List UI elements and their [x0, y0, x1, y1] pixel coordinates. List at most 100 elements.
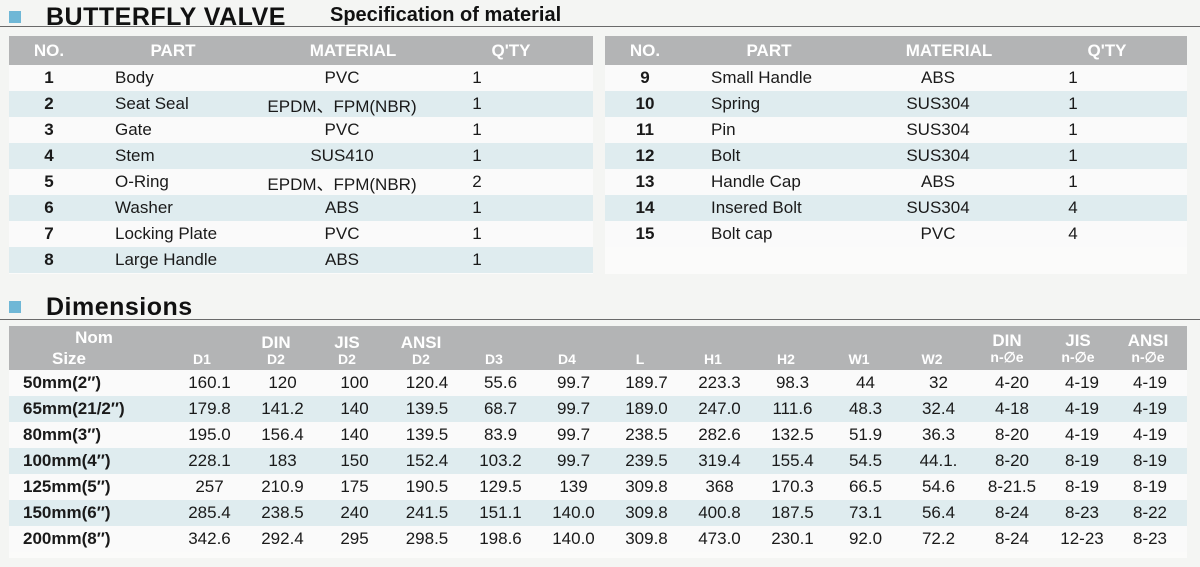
- cell-din-d2: 141.2: [261, 399, 304, 418]
- cell-jis-d2: 240: [340, 503, 369, 522]
- row-material: PVC: [324, 120, 360, 139]
- spec-table-body: 1 Body PVC 1 2 Seat Seal EPDM、FPM(NBR) 1 3 Gate PV…: [9, 65, 593, 273]
- cell-d4: 99.7: [556, 451, 591, 470]
- table-row: 50mm(2″) 160.1 120 100 120.4 55.6 99.7 189.7 223…: [9, 370, 1187, 396]
- row-qty: 1: [472, 198, 482, 217]
- jis-label: JIS: [334, 333, 360, 352]
- cell-h2: 98.3: [775, 373, 810, 392]
- cell-d4: 99.7: [556, 425, 591, 444]
- cell-l: 189.7: [625, 373, 668, 392]
- cell-ansi-ne: 4-19: [1132, 425, 1168, 444]
- cell-jis-d2: 150: [340, 451, 369, 470]
- row-material: SUS304: [906, 198, 970, 217]
- cell-din-d2: 156.4: [261, 425, 304, 444]
- col-header-w2: W2: [921, 351, 943, 367]
- col-header-part: PART: [150, 40, 196, 60]
- dimensions-table-body: 50mm(2″) 160.1 120 100 120.4 55.6 99.7 189.7 223…: [9, 370, 1187, 552]
- row-qty: 1: [472, 250, 482, 269]
- row-qty: 1: [1068, 94, 1078, 113]
- cell-d1: 195.0: [188, 425, 231, 444]
- cell-ansi-d2: 298.5: [405, 529, 449, 548]
- cell-ansi-d2: 152.4: [405, 451, 449, 470]
- spec-table-header: NO. PART MATERIAL Q'TY: [605, 36, 1187, 65]
- cell-ansi-d2: 241.5: [405, 503, 449, 522]
- cell-h2: 170.3: [771, 477, 814, 496]
- cell-jis-d2: 295: [340, 529, 369, 548]
- cell-size: 100mm(4″): [23, 451, 111, 470]
- row-part: Locking Plate: [115, 224, 218, 243]
- cell-din-ne: 8-20: [994, 451, 1030, 470]
- cell-h2: 111.6: [772, 399, 813, 418]
- cell-w2: 32.4: [921, 399, 956, 418]
- table-row: 100mm(4″) 228.1 183 150 152.4 103.2 99.7 239.5 3…: [9, 448, 1187, 474]
- row-qty: 2: [472, 172, 482, 191]
- row-no: 14: [635, 198, 655, 217]
- col-header-qty: Q'TY: [1087, 40, 1127, 60]
- din-label: DIN: [992, 331, 1022, 350]
- cell-ansi-d2: 190.5: [405, 477, 449, 496]
- cell-size: 200mm(8″): [23, 529, 111, 548]
- cell-w2: 44.1.: [919, 451, 958, 470]
- row-qty: 1: [472, 146, 482, 165]
- cell-jis-ne: 4-19: [1064, 399, 1100, 418]
- section-marker-icon: [9, 301, 21, 313]
- cell-w1: 54.5: [848, 451, 883, 470]
- cell-d1: 342.6: [188, 529, 231, 548]
- row-material: ABS: [324, 250, 360, 269]
- table-row: 200mm(8″) 342.6 292.4 295 298.5 198.6 140.0 309…: [9, 526, 1187, 552]
- ne-label: n-∅e: [1131, 349, 1165, 365]
- cell-jis-ne: 4-19: [1064, 425, 1100, 444]
- row-part: Washer: [115, 198, 173, 217]
- row-no: 15: [635, 224, 655, 243]
- cell-l: 309.8: [625, 529, 668, 548]
- row-part: Insered Bolt: [711, 198, 802, 217]
- row-material: ABS: [920, 68, 956, 87]
- col-header-material: MATERIAL: [309, 40, 397, 60]
- cell-ansi-ne: 8-19: [1132, 477, 1168, 496]
- cell-h1: 223.3: [698, 373, 741, 392]
- cell-w1: 48.3: [848, 399, 883, 418]
- row-part: Bolt: [711, 146, 741, 165]
- row-qty: 1: [472, 224, 482, 243]
- row-no: 11: [636, 120, 654, 139]
- jis-label: JIS: [1065, 331, 1091, 350]
- row-material: SUS304: [906, 120, 970, 139]
- dimensions-section-header: Dimensions: [0, 288, 1200, 322]
- spec-section-header: BUTTERFLY VALVE Specification of materia…: [0, 0, 1200, 34]
- cell-jis-ne: 12-23: [1060, 529, 1104, 548]
- d2-label: D2: [412, 351, 430, 367]
- cell-w2: 32: [929, 373, 948, 392]
- cell-d3: 151.1: [479, 503, 522, 522]
- table-row: 15 Bolt cap PVC 4: [605, 221, 1187, 247]
- cell-d3: 198.6: [479, 529, 522, 548]
- cell-d3: 103.2: [479, 451, 522, 470]
- table-row: 125mm(5″) 257 210.9 175 190.5 129.5 139 309.8 36…: [9, 474, 1187, 500]
- cell-jis-ne: 8-19: [1064, 451, 1100, 470]
- row-material: EPDM、FPM(NBR): [267, 174, 417, 194]
- row-qty: 1: [1068, 120, 1078, 139]
- section-marker-icon: [9, 11, 21, 23]
- spec-title: BUTTERFLY VALVE: [46, 3, 286, 31]
- cell-jis-ne: 4-19: [1064, 373, 1100, 392]
- cell-h2: 155.4: [771, 451, 814, 470]
- row-material: SUS304: [906, 94, 970, 113]
- row-qty: 1: [1068, 146, 1078, 165]
- table-row: 150mm(6″) 285.4 238.5 240 241.5 151.1 140.0 309…: [9, 500, 1187, 526]
- dimensions-title: Dimensions: [46, 293, 193, 321]
- table-row: 13 Handle Cap ABS 1: [605, 169, 1187, 195]
- spec-table-body: 9 Small Handle ABS 1 10 Spring SUS304 1 11 Pin SUS…: [605, 65, 1187, 247]
- cell-h2: 230.1: [771, 529, 814, 548]
- cell-d3: 129.5: [479, 477, 522, 496]
- cell-din-ne: 8-21.5: [987, 477, 1037, 496]
- row-material: SUS410: [310, 146, 374, 165]
- cell-ansi-ne: 8-19: [1132, 451, 1168, 470]
- row-qty: 1: [1068, 68, 1078, 87]
- row-part: Bolt cap: [711, 224, 773, 243]
- cell-l: 189.0: [625, 399, 668, 418]
- cell-d1: 228.1: [188, 451, 231, 470]
- col-header-d1: D1: [193, 351, 211, 367]
- dimensions-table: Nom Size D1 DIN D2 JIS D2 ANSI D2 D3 D4 …: [9, 326, 1187, 558]
- col-header-material: MATERIAL: [905, 40, 993, 60]
- col-header-nom: Nom: [75, 328, 113, 347]
- row-part: Spring: [711, 94, 761, 113]
